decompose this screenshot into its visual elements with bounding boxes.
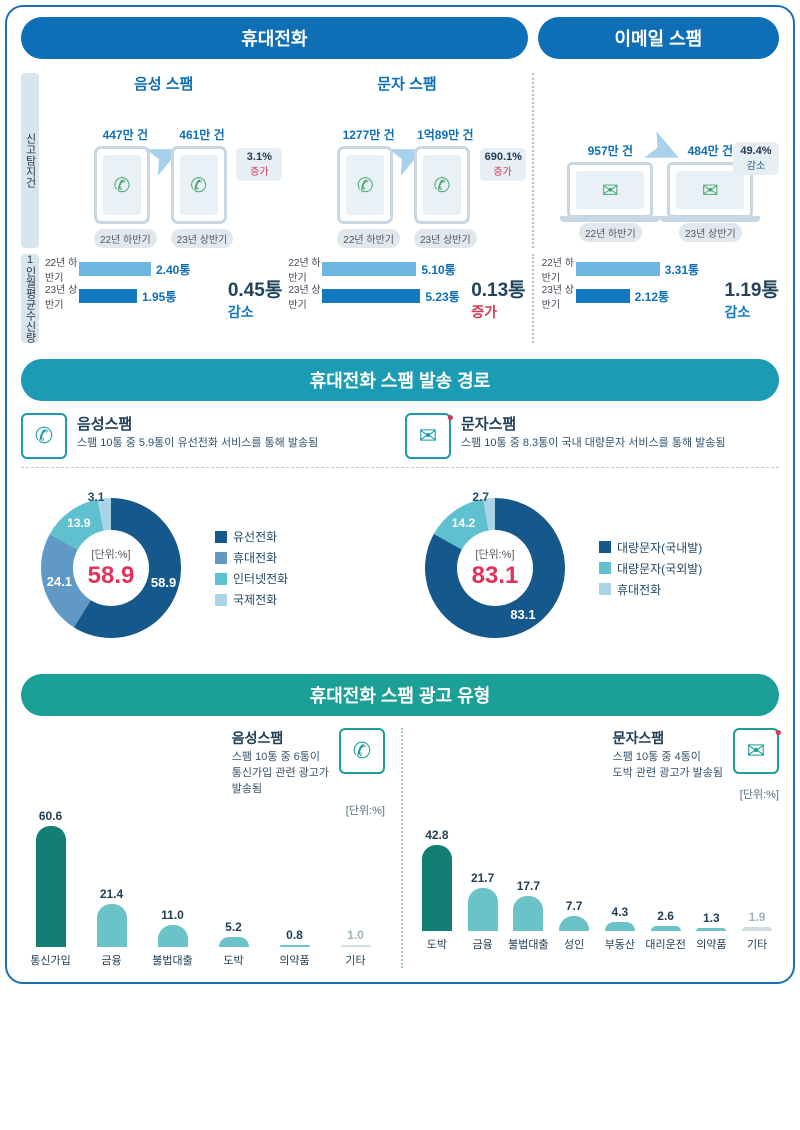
bar-기타: 1.0 기타 (326, 928, 385, 968)
bar-부동산: 4.3 부동산 (598, 905, 642, 952)
pct-badge-voice: 3.1%증가 (236, 148, 282, 181)
bar-도박: 42.8 도박 (415, 828, 459, 952)
sec2-right-title: 문자스팸 (461, 413, 726, 434)
sec2-left-title: 음성스팸 (77, 413, 318, 434)
bar-도박: 5.2 도박 (204, 920, 263, 968)
cell-text: 문자 스팸 ➤ 1277만 건✆22년 하반기 1억89만 건✆23년 상반기 … (288, 73, 525, 248)
row-label-receive: 1인월평균수신량 (21, 254, 39, 343)
bar-기타: 1.9 기타 (735, 910, 779, 952)
bar-금융: 21.4 금융 (82, 887, 141, 968)
section3-title: 휴대전화 스팸 광고 유형 (21, 674, 779, 716)
subheader-text: 문자 스팸 (288, 73, 525, 94)
bars-email: 22년 하반기3.31통 23년 상반기2.12통 1.19통감소 (532, 254, 779, 343)
cell-email: ➤ 957만 건✉22년 하반기 484만 건✉23년 상반기 49.4%감소 (532, 73, 779, 248)
bar-불법대출: 11.0 불법대출 (143, 908, 202, 968)
header-email: 이메일 스팸 (538, 17, 779, 59)
bar-의약품: 0.8 의약품 (265, 928, 324, 968)
pct-badge-text: 690.1%증가 (480, 148, 526, 181)
sec2-right-desc: 스팸 10통 중 8.3통이 국내 대량문자 서비스를 통해 발송됨 (461, 434, 726, 450)
subheader-voice: 음성 스팸 (45, 73, 282, 94)
phone-call-icon: ✆ (21, 413, 67, 459)
donut-legend: 유선전화휴대전화인터넷전화국제전화 (215, 524, 288, 612)
top-header-row: 휴대전화 이메일 스팸 (21, 17, 779, 59)
bar-성인: 7.7 성인 (552, 899, 596, 952)
donut-chart: 58.924.113.93.1 [단위:%]58.9 (21, 478, 201, 658)
bars-text: 22년 하반기5.10통 23년 상반기5.23통 0.13통증가 (288, 254, 525, 343)
bar-의약품: 1.3 의약품 (690, 911, 734, 952)
bar-통신가입: 60.6 통신가입 (21, 809, 80, 968)
bars-voice: 22년 하반기2.40통 23년 상반기1.95통 0.45통감소 (45, 254, 282, 343)
pct-badge-email: 49.4%감소 (733, 142, 779, 175)
message-icon: ✉ (405, 413, 451, 459)
donut-chart: 83.114.22.7 [단위:%]83.1 (405, 478, 585, 658)
bar-불법대출: 17.7 불법대출 (507, 879, 551, 952)
bar-금융: 21.7 금융 (461, 871, 505, 952)
phone-call-icon: ✆ (339, 728, 385, 774)
message-icon: ✉ (733, 728, 779, 774)
bar-대리운전: 2.6 대리운전 (644, 909, 688, 952)
donut-legend: 대량문자(국내발)대량문자(국외발)휴대전화 (599, 535, 702, 602)
sec2-left-desc: 스팸 10통 중 5.9통이 유선전화 서비스를 통해 발송됨 (77, 434, 318, 450)
row-label-reports: 신고탐지건 (21, 73, 39, 248)
cell-voice: 음성 스팸 ➤ 447만 건✆22년 하반기 461만 건✆23년 상반기 3.… (45, 73, 282, 248)
header-phone: 휴대전화 (21, 17, 528, 59)
section2-title: 휴대전화 스팸 발송 경로 (21, 359, 779, 401)
